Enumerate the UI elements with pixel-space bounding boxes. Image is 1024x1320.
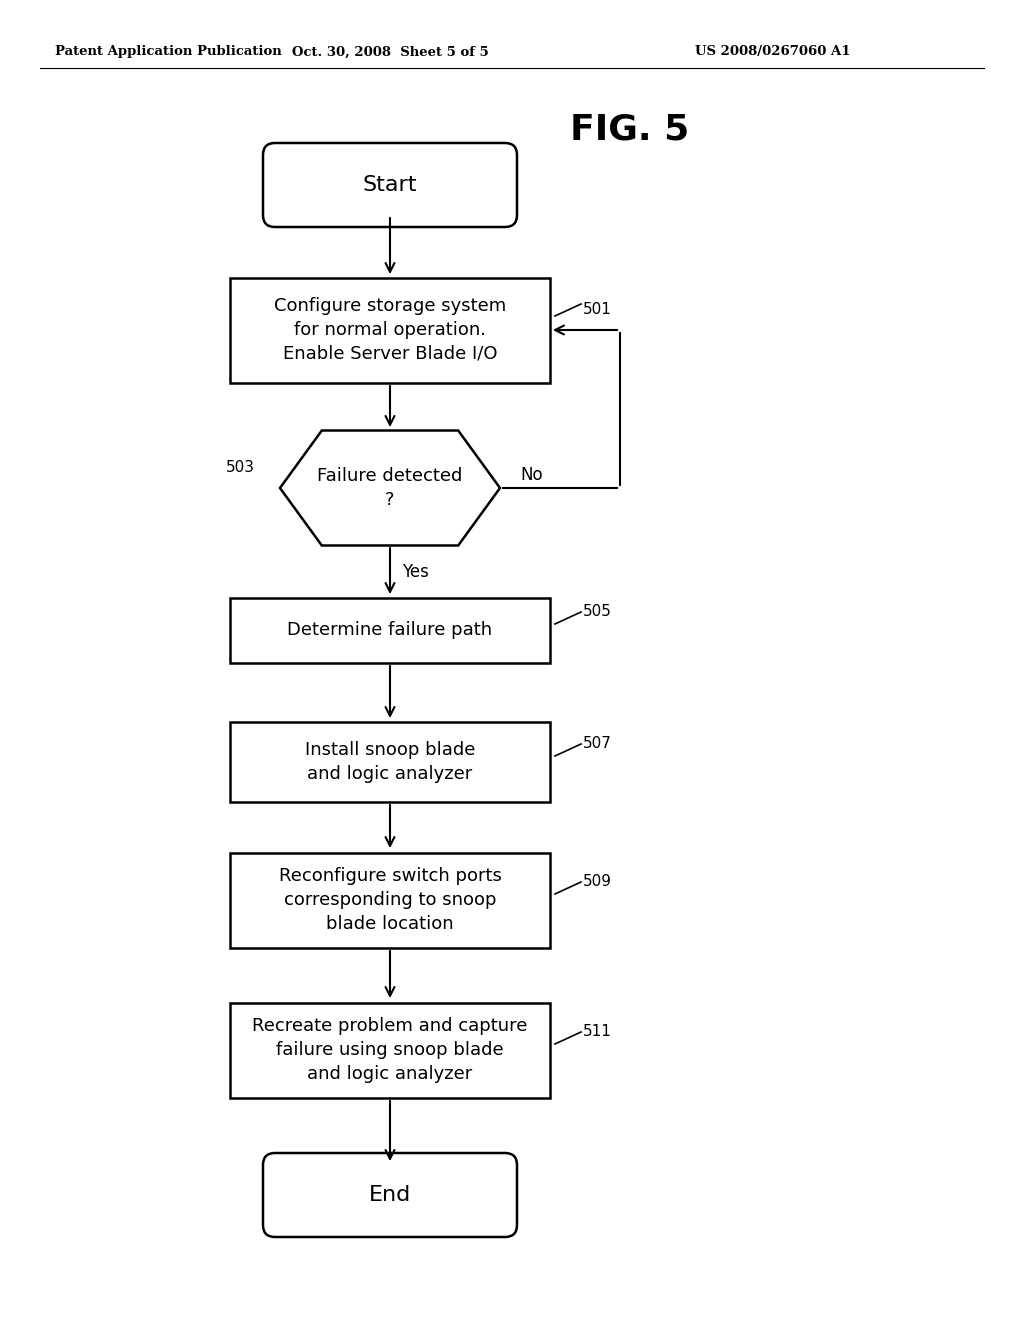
Text: 511: 511 — [583, 1024, 612, 1040]
FancyBboxPatch shape — [263, 1152, 517, 1237]
Text: Failure detected
?: Failure detected ? — [317, 467, 463, 508]
Text: FIG. 5: FIG. 5 — [570, 114, 689, 147]
Bar — [230, 722, 550, 803]
Text: 501: 501 — [583, 302, 612, 318]
Text: 509: 509 — [583, 874, 612, 890]
Text: Patent Application Publication: Patent Application Publication — [55, 45, 282, 58]
Text: Determine failure path: Determine failure path — [288, 620, 493, 639]
Text: Oct. 30, 2008  Sheet 5 of 5: Oct. 30, 2008 Sheet 5 of 5 — [292, 45, 488, 58]
Text: End: End — [369, 1185, 411, 1205]
Text: US 2008/0267060 A1: US 2008/0267060 A1 — [695, 45, 851, 58]
Bar — [230, 598, 550, 663]
Bar — [230, 853, 550, 948]
Bar — [230, 1002, 550, 1097]
Text: Yes: Yes — [402, 564, 429, 581]
Polygon shape — [280, 430, 500, 545]
FancyBboxPatch shape — [263, 143, 517, 227]
Text: Reconfigure switch ports
corresponding to snoop
blade location: Reconfigure switch ports corresponding t… — [279, 867, 502, 933]
Text: 505: 505 — [583, 605, 612, 619]
Text: 503: 503 — [226, 461, 255, 475]
Text: Install snoop blade
and logic analyzer: Install snoop blade and logic analyzer — [305, 742, 475, 783]
Text: Configure storage system
for normal operation.
Enable Server Blade I/O: Configure storage system for normal oper… — [273, 297, 506, 363]
Bar — [230, 277, 550, 383]
Text: Recreate problem and capture
failure using snoop blade
and logic analyzer: Recreate problem and capture failure usi… — [252, 1018, 527, 1082]
Text: 507: 507 — [583, 737, 612, 751]
Text: Start: Start — [362, 176, 417, 195]
Text: No: No — [520, 466, 543, 484]
